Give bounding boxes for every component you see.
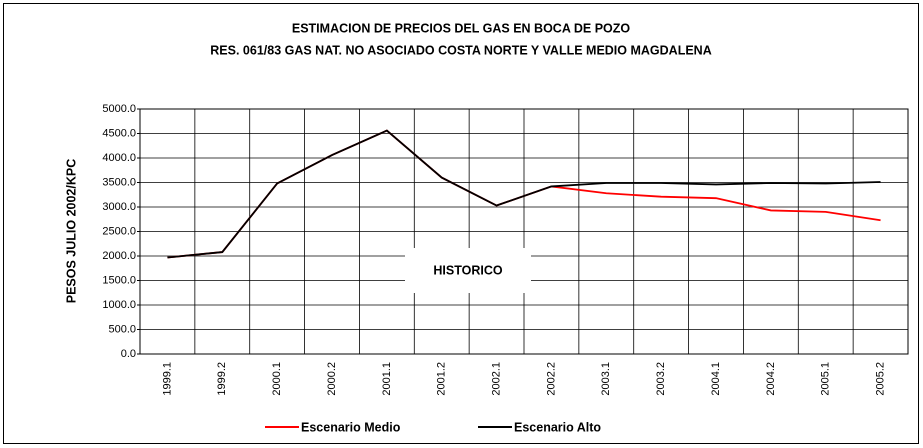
y-tick-label: 1500.0: [102, 274, 136, 286]
y-axis-label: PESOS JULIO 2002/KPC: [64, 159, 78, 304]
x-tick-label: 1999.1: [161, 362, 173, 396]
legend-label: Escenario Alto: [514, 420, 601, 434]
annotation: HISTORICO: [433, 263, 502, 277]
x-tick-label: 1999.2: [216, 362, 228, 396]
x-tick-label: 2000.1: [271, 362, 283, 396]
series-line: [167, 129, 881, 259]
y-tick-label: 2000.0: [102, 250, 136, 262]
y-tick-label: 3500.0: [102, 176, 136, 188]
y-tick-label: 1000.0: [102, 299, 136, 311]
chart-subtitle: RES. 061/83 GAS NAT. NO ASOCIADO COSTA N…: [210, 43, 711, 57]
x-tick-label: 2003.2: [655, 362, 667, 396]
y-tick-label: 4000.0: [102, 152, 136, 164]
y-tick-label: 500.0: [108, 323, 136, 335]
x-tick-label: 2005.1: [820, 362, 832, 396]
x-tick-label: 2001.2: [436, 362, 448, 396]
x-tick-label: 2002.1: [490, 362, 502, 396]
y-tick-label: 2500.0: [102, 225, 136, 237]
y-tick-label: 3000.0: [102, 201, 136, 213]
x-tick-label: 2001.1: [381, 362, 393, 396]
y-tick-label: 0.0: [121, 348, 136, 360]
x-tick-label: 2003.1: [600, 362, 612, 396]
x-tick-label: 2005.2: [874, 362, 886, 396]
chart-title: ESTIMACION DE PRECIOS DEL GAS EN BOCA DE…: [292, 21, 631, 35]
legend-label: Escenario Medio: [301, 420, 401, 434]
x-tick-label: 2000.2: [326, 362, 338, 396]
x-tick-label: 2004.2: [765, 362, 777, 396]
annotation-box: [405, 248, 531, 293]
x-tick-label: 2002.2: [545, 362, 557, 396]
y-tick-label: 5000.0: [102, 103, 136, 115]
y-tick-label: 4500.0: [102, 127, 136, 139]
x-tick-label: 2004.1: [710, 362, 722, 396]
